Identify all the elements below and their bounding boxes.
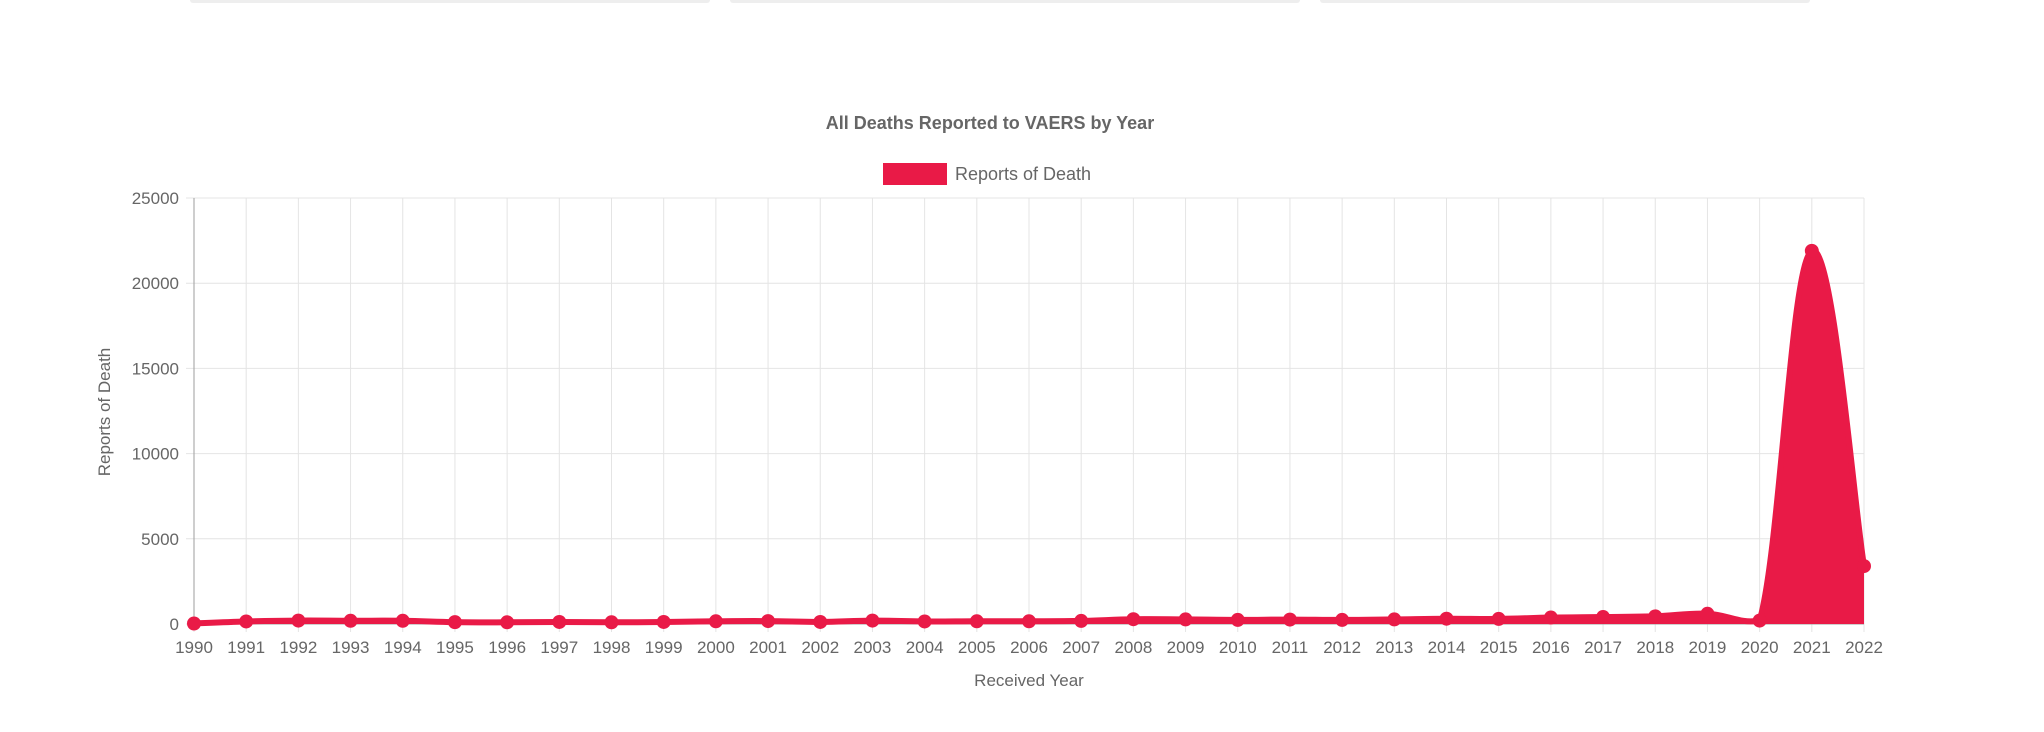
data-point[interactable]: [1387, 612, 1402, 627]
data-point[interactable]: [1543, 610, 1558, 625]
data-point[interactable]: [1439, 611, 1454, 626]
x-tick-label: 2017: [1584, 638, 1622, 657]
x-tick-label: 2019: [1689, 638, 1727, 657]
x-axis-label: Received Year: [974, 671, 1084, 690]
x-tick-label: 2018: [1636, 638, 1674, 657]
x-tick-label: 1999: [645, 638, 683, 657]
series-points: [187, 243, 1871, 631]
y-axis-label: Reports of Death: [95, 348, 114, 477]
data-point[interactable]: [917, 614, 932, 629]
data-point[interactable]: [656, 614, 671, 629]
grid: [186, 197, 1865, 632]
data-point[interactable]: [604, 615, 619, 630]
x-tick-label: 1990: [175, 638, 213, 657]
data-point[interactable]: [761, 614, 776, 629]
x-tick-label: 2013: [1375, 638, 1413, 657]
x-tick-label: 2003: [854, 638, 892, 657]
data-point[interactable]: [1596, 610, 1611, 625]
x-tick-label: 2002: [801, 638, 839, 657]
data-point[interactable]: [865, 613, 880, 628]
data-point[interactable]: [1491, 611, 1506, 626]
x-tick-label: 1994: [384, 638, 422, 657]
x-tick-label: 2007: [1062, 638, 1100, 657]
x-tick-label: 2005: [958, 638, 996, 657]
data-point[interactable]: [239, 614, 254, 629]
data-point[interactable]: [1648, 609, 1663, 624]
data-point[interactable]: [343, 613, 358, 628]
x-tick-label: 2008: [1114, 638, 1152, 657]
x-tick-label: 1995: [436, 638, 474, 657]
data-point[interactable]: [1282, 612, 1297, 627]
x-tick-label: 2021: [1793, 638, 1831, 657]
legend-label: Reports of Death: [955, 164, 1091, 184]
y-tick-label: 20000: [132, 274, 179, 293]
data-point[interactable]: [1857, 559, 1871, 574]
data-point[interactable]: [395, 613, 410, 628]
data-point[interactable]: [500, 615, 515, 630]
tab-placeholder-3[interactable]: [1320, 0, 1810, 3]
tab-placeholder-2[interactable]: [730, 0, 1300, 3]
data-point[interactable]: [1700, 606, 1715, 621]
x-tick-label: 1991: [227, 638, 265, 657]
data-point[interactable]: [291, 613, 306, 628]
data-point[interactable]: [187, 616, 201, 631]
data-point[interactable]: [1178, 612, 1193, 627]
data-point[interactable]: [1074, 613, 1089, 628]
data-point[interactable]: [1126, 612, 1141, 627]
y-tick-label: 0: [170, 615, 179, 634]
x-tick-label: 2006: [1010, 638, 1048, 657]
x-tick-label: 2004: [906, 638, 944, 657]
x-tick-label: 2014: [1428, 638, 1466, 657]
x-axis-ticks: 1990 1991 1992 1993 1994 1995 1996 1997 1998 1999…: [175, 638, 1883, 657]
data-point[interactable]: [969, 614, 984, 629]
x-tick-label: 2000: [697, 638, 735, 657]
y-axis-ticks: 0 5000 10000 15000 20000 25000: [132, 189, 179, 634]
x-tick-label: 2001: [749, 638, 787, 657]
x-tick-label: 2012: [1323, 638, 1361, 657]
x-tick-label: 2015: [1480, 638, 1518, 657]
x-tick-label: 2010: [1219, 638, 1257, 657]
y-tick-label: 5000: [141, 530, 179, 549]
x-tick-label: 1992: [279, 638, 317, 657]
x-tick-label: 1997: [540, 638, 578, 657]
legend-swatch: [883, 163, 947, 185]
x-tick-label: 1996: [488, 638, 526, 657]
chart-title: All Deaths Reported to VAERS by Year: [826, 113, 1154, 133]
legend[interactable]: Reports of Death: [883, 163, 1091, 185]
data-point[interactable]: [1335, 612, 1350, 627]
x-tick-label: 2011: [1272, 638, 1309, 657]
x-tick-label: 2016: [1532, 638, 1570, 657]
y-tick-label: 10000: [132, 445, 179, 464]
data-point[interactable]: [1230, 612, 1245, 627]
data-point[interactable]: [1804, 243, 1819, 258]
tab-placeholder-1[interactable]: [190, 0, 710, 3]
y-tick-label: 15000: [132, 359, 179, 378]
x-tick-label: 2020: [1741, 638, 1779, 657]
data-point[interactable]: [1022, 614, 1036, 629]
x-tick-label: 2009: [1167, 638, 1205, 657]
x-tick-label: 1998: [593, 638, 631, 657]
data-point[interactable]: [447, 615, 462, 630]
y-tick-label: 25000: [132, 189, 179, 208]
data-point[interactable]: [813, 614, 828, 629]
x-tick-label: 2022: [1845, 638, 1883, 657]
data-point[interactable]: [708, 614, 723, 629]
top-tab-strip: [0, 0, 2044, 6]
x-tick-label: 1993: [332, 638, 370, 657]
data-point[interactable]: [1752, 613, 1767, 628]
data-point[interactable]: [552, 614, 567, 629]
